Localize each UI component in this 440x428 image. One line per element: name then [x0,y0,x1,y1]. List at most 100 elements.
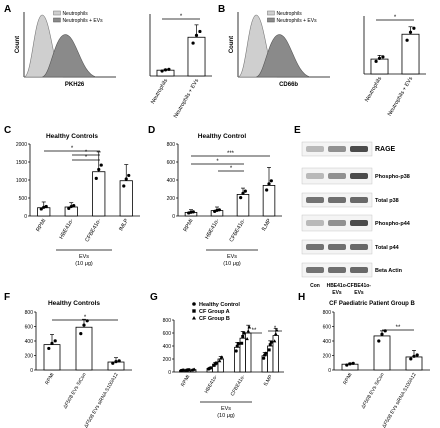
blot-band [328,220,346,226]
evs-group-sub: (10 μg) [75,261,93,267]
blot-row-label: Phospho-p44 [375,221,411,227]
blot-band [306,197,324,203]
y-tick-label: 400 [163,344,172,350]
evs-group-label: EVs [227,254,237,260]
data-point [246,329,250,333]
legend-marker [192,316,196,320]
data-point [127,173,131,178]
data-point [380,332,384,336]
data-point [79,332,83,336]
bar [64,206,78,217]
data-point [243,189,247,193]
panel-title: Healthy Controls [46,133,98,140]
significance-label: * [216,159,219,165]
category-label: ΔF508 EVs siRNA S100A12 [381,372,418,428]
y-tick-label: 200 [25,354,34,360]
panel-letter: B [218,4,225,15]
y-tick-label: 500 [19,196,28,202]
blot-band [306,267,324,273]
data-point [160,69,164,73]
bar [401,33,420,75]
data-point [235,344,239,348]
data-point [267,182,271,186]
data-point [209,366,213,370]
blot-band [328,197,346,203]
data-point [191,210,195,214]
legend-label: CF Group A [199,309,230,315]
data-point [265,188,269,192]
blot-band [306,220,324,226]
bar [370,58,389,75]
category-label: Neutrophils [364,76,383,103]
y-tick-label: 200 [323,354,332,360]
data-point [241,191,245,195]
evs-group-label: EVs [79,254,89,260]
data-point [236,341,240,346]
category-label: RPMI [35,218,47,233]
legend-marker [192,302,196,306]
data-point [163,68,168,72]
y-tick-label: 0 [168,370,171,376]
data-point [97,167,101,172]
blot-band [350,146,368,152]
blot-band [350,197,368,203]
category-label: ΔF508 EVs siRNA S100A12 [83,372,120,428]
data-point [187,368,191,372]
significance-label: * [85,155,88,161]
blot-row-label: Beta Actin [375,268,403,274]
category-label: fLMP [261,218,273,232]
hist-y-label: Count [15,36,21,53]
blot-lane-label: Con [310,283,320,289]
panel-letter: D [148,125,155,136]
category-label: HBE41o- [204,374,220,395]
significance-label: * [84,315,87,321]
evs-group-sub: (10 μg) [217,413,235,419]
y-tick-label: 600 [167,160,176,166]
y-tick-label: 400 [25,339,34,345]
blot-band [328,244,346,250]
data-point [348,362,352,366]
data-point [351,361,355,365]
blot-row-label: Phospho-p38 [375,174,410,180]
data-point [262,356,266,360]
data-point [381,55,385,59]
significance-label: * [180,14,183,20]
panel-title: CF Paediatric Patient Group B [329,301,415,307]
y-tick-label: 600 [163,331,172,337]
bar [43,344,61,371]
data-point [117,359,121,363]
data-point [247,325,252,329]
category-label: ΔF508 EVs SiCon [62,372,87,410]
blot-row-label: Total p44 [375,245,400,251]
legend-swatch [53,10,61,16]
data-point [111,361,115,365]
y-tick-label: 0 [172,214,175,220]
data-point [114,360,118,364]
category-label: CFBE41o- [84,218,102,243]
category-label: Neutrophils [150,78,169,105]
data-point [268,343,272,347]
data-point [39,207,43,211]
evs-group-sub: (10 μg) [223,261,241,267]
legend-marker [192,309,196,313]
data-point [198,29,202,34]
bar [75,326,93,371]
significance-label: * [71,146,74,152]
blot-lane-label: EVs [354,290,364,296]
neutrophils-evs-histogram [41,34,97,78]
significance-label: * [85,150,88,156]
data-point [122,184,126,188]
data-point [220,355,224,359]
bar [119,180,133,217]
hist-x-label: CD66b [279,82,298,88]
panel-letter: F [4,292,10,303]
data-point [94,176,98,180]
data-point [191,41,195,45]
data-point [194,33,199,37]
data-point [99,163,103,167]
